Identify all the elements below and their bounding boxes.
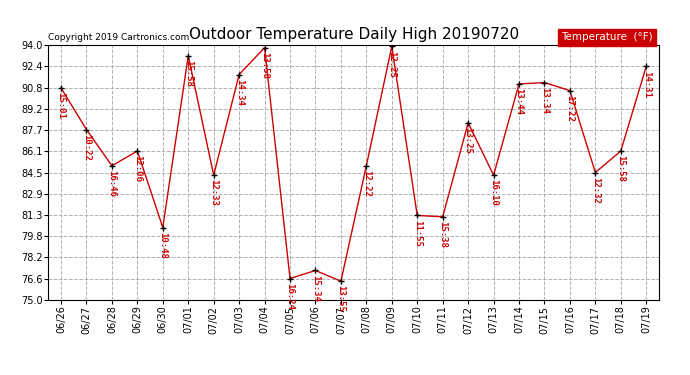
Text: 16:46: 16:46 xyxy=(108,170,117,197)
Text: 15:34: 15:34 xyxy=(311,274,320,302)
Text: 15:01: 15:01 xyxy=(57,92,66,119)
Text: 13:55: 13:55 xyxy=(337,285,346,312)
Text: 12:22: 12:22 xyxy=(362,170,371,197)
Text: Temperature  (°F): Temperature (°F) xyxy=(561,33,653,42)
Text: 16:10: 16:10 xyxy=(489,179,498,206)
Text: 12:25: 12:25 xyxy=(387,51,396,77)
Text: 13:58: 13:58 xyxy=(260,52,269,79)
Text: 10:48: 10:48 xyxy=(158,232,167,259)
Text: 13:34: 13:34 xyxy=(540,87,549,114)
Title: Outdoor Temperature Daily High 20190720: Outdoor Temperature Daily High 20190720 xyxy=(188,27,519,42)
Text: 14:31: 14:31 xyxy=(642,70,651,98)
Text: 16:24: 16:24 xyxy=(286,283,295,310)
Text: 15:58: 15:58 xyxy=(184,60,193,87)
Text: 12:32: 12:32 xyxy=(591,177,600,204)
Text: 12:06: 12:06 xyxy=(133,155,142,182)
Text: 13:25: 13:25 xyxy=(464,127,473,154)
Text: 15:58: 15:58 xyxy=(616,155,625,182)
Text: 13:44: 13:44 xyxy=(515,88,524,115)
Text: 15:38: 15:38 xyxy=(438,221,447,248)
Text: 17:22: 17:22 xyxy=(565,95,574,122)
Text: 12:33: 12:33 xyxy=(209,179,218,206)
Text: 11:55: 11:55 xyxy=(413,220,422,246)
Text: 10:22: 10:22 xyxy=(82,134,91,160)
Text: Copyright 2019 Cartronics.com: Copyright 2019 Cartronics.com xyxy=(48,33,190,42)
Text: 14:34: 14:34 xyxy=(235,79,244,106)
